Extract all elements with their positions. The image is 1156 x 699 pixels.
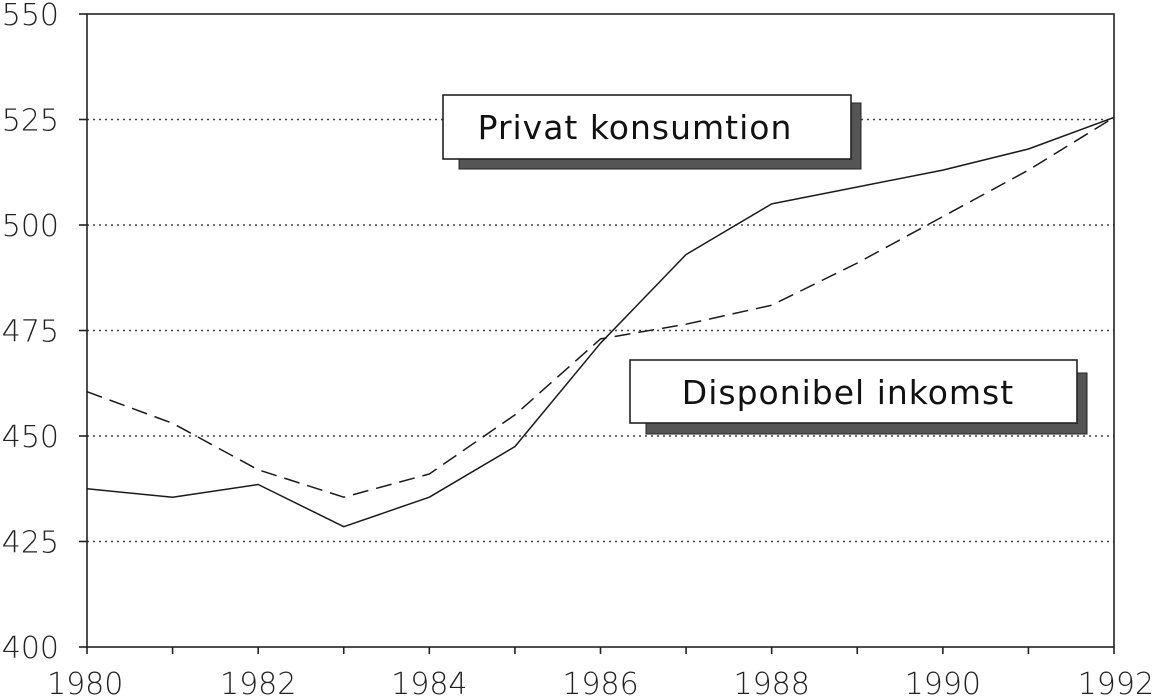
- series-label-disponibel-inkomst: Disponibel inkomst: [629, 359, 1088, 435]
- x-axis-ticks: 1980 1982 1984 1986 1988 1990 1992: [47, 647, 1154, 699]
- y-tick-label: 550: [2, 0, 59, 33]
- y-tick-label: 425: [2, 526, 59, 561]
- x-tick-label: 1988: [733, 667, 809, 699]
- x-tick-label: 1986: [562, 667, 638, 699]
- x-tick-label: 1990: [905, 667, 981, 699]
- x-tick-label: 1984: [391, 667, 467, 699]
- y-tick-label: 450: [2, 420, 59, 455]
- series-label-privat-konsumtion: Privat konsumtion: [442, 94, 862, 170]
- series-label-text: Disponibel inkomst: [682, 373, 1014, 412]
- series-line-solid: [86, 116, 1115, 528]
- y-tick-label: 500: [2, 209, 59, 244]
- y-tick-label: 400: [2, 631, 59, 666]
- x-tick-label: 1980: [47, 667, 123, 699]
- series-lines: [86, 116, 1115, 528]
- y-tick-label: 475: [2, 315, 59, 350]
- series-line-dashed: [86, 116, 1115, 498]
- y-axis-ticks: 550 525 500 475 450 425 400: [2, 0, 87, 666]
- x-tick-label: 1982: [220, 667, 296, 699]
- series-label-text: Privat konsumtion: [478, 108, 793, 147]
- y-tick-label: 525: [2, 104, 59, 139]
- x-tick-label: 1992: [1078, 667, 1154, 699]
- gridlines: [87, 118, 1114, 543]
